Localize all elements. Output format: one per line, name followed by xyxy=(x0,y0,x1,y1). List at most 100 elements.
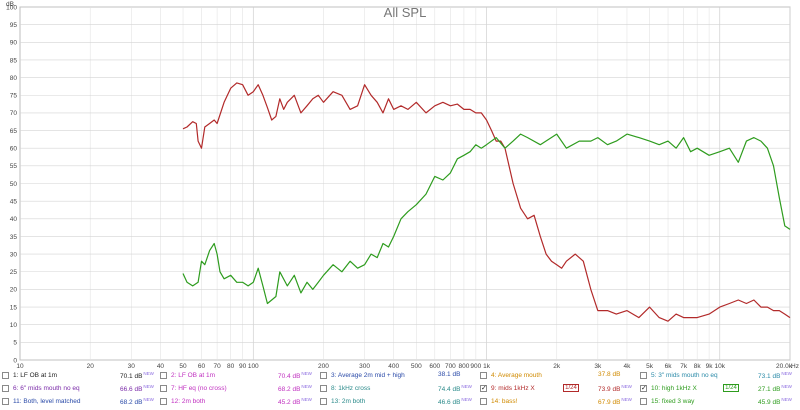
legend-checkbox[interactable] xyxy=(160,398,167,405)
legend-entry: 3: Average 2m mid + high 38.1 dB xyxy=(320,370,476,382)
legend-checkbox[interactable] xyxy=(480,372,487,379)
legend-checkbox[interactable] xyxy=(160,385,167,392)
x-tick-label: 80 xyxy=(227,363,235,370)
y-tick-label: 35 xyxy=(10,234,18,241)
legend-value: 73.9 dBNEW xyxy=(598,384,632,394)
legend-label: 4: Average mouth xyxy=(491,372,542,379)
chart-title: All SPL xyxy=(384,5,427,20)
y-tick-label: 55 xyxy=(10,163,18,170)
y-tick-label: 70 xyxy=(10,110,18,117)
x-tick-label: 5k xyxy=(646,363,654,370)
x-tick-label: 200 xyxy=(318,363,329,370)
legend-label: 12: 2m both xyxy=(171,398,206,405)
legend-label: 2: LF OB at 1m xyxy=(171,372,216,379)
x-tick-label: 20 xyxy=(87,363,95,370)
y-tick-label: 85 xyxy=(10,57,18,64)
legend-label: 10: high 1kHz X xyxy=(651,385,697,392)
x-tick-label: 800 xyxy=(458,363,469,370)
legend-label: 13: 2m both xyxy=(331,398,366,405)
legend-entry: 13: 2m both 46.6 dBNEW xyxy=(320,396,476,408)
legend-label: 11: Both, level matched xyxy=(13,398,81,405)
legend-label: 5: 3" mids mouth no eq xyxy=(651,372,718,379)
x-tick-label: 3k xyxy=(594,363,602,370)
series-line xyxy=(182,82,791,322)
legend-label: 8: 1kHz cross xyxy=(331,385,371,392)
y-tick-label: 65 xyxy=(10,128,18,135)
legend-entry: 15: fixed 3 way 45.9 dBNEW xyxy=(640,396,796,408)
legend-label: 9: mids 1kHz X xyxy=(491,385,535,392)
legend-label: 1: LF OB at 1m xyxy=(13,372,58,379)
x-tick-label: 20.0k xyxy=(776,363,793,370)
legend-checkbox[interactable]: ✓ xyxy=(640,385,647,392)
legend-entry: 2: LF OB at 1m 70.4 dBNEW xyxy=(160,370,316,382)
legend-entry: ✓ 9: mids 1kHz X 1/24 73.9 dBNEW xyxy=(480,383,636,395)
legend-label: 15: fixed 3 way xyxy=(651,398,695,405)
legend-checkbox[interactable] xyxy=(2,385,9,392)
x-tick-label: 90 xyxy=(239,363,247,370)
legend-checkbox[interactable] xyxy=(320,385,327,392)
legend-checkbox[interactable] xyxy=(640,398,647,405)
legend-checkbox[interactable] xyxy=(320,372,327,379)
x-tick-label: 70 xyxy=(214,363,222,370)
legend-label: 3: Average 2m mid + high xyxy=(331,372,405,379)
legend-checkbox[interactable] xyxy=(2,372,9,379)
legend-value: 67.9 dBNEW xyxy=(598,397,632,407)
legend-checkbox[interactable] xyxy=(160,372,167,379)
y-unit-label: dB xyxy=(6,1,14,8)
legend-value: 46.6 dBNEW xyxy=(438,397,472,407)
y-tick-label: 90 xyxy=(10,40,18,47)
legend-entry: 11: Both, level matched 68.2 dBNEW xyxy=(2,396,158,408)
legend-value: 74.4 dBNEW xyxy=(438,384,472,394)
x-tick-label: 600 xyxy=(429,363,440,370)
y-tick-label: 40 xyxy=(10,216,18,223)
x-tick-label: 8k xyxy=(694,363,702,370)
legend-checkbox[interactable] xyxy=(480,398,487,405)
legend-entry: ✓ 10: high 1kHz X 1/24 27.1 dBNEW xyxy=(640,383,796,395)
legend-checkbox[interactable] xyxy=(640,372,647,379)
x-tick-label: 2k xyxy=(553,363,561,370)
x-tick-label: 7k xyxy=(680,363,688,370)
y-tick-label: 30 xyxy=(10,251,18,258)
y-tick-label: 95 xyxy=(10,22,18,29)
y-tick-label: 0 xyxy=(13,357,17,364)
y-tick-label: 15 xyxy=(10,304,18,311)
legend-entry: 4: Average mouth 37.8 dB xyxy=(480,370,636,382)
legend-checkbox[interactable] xyxy=(2,398,9,405)
series-line xyxy=(182,133,791,305)
x-tick-label: 60 xyxy=(198,363,206,370)
legend-checkbox[interactable]: ✓ xyxy=(480,385,487,392)
legend-entry: 8: 1kHz cross 74.4 dBNEW xyxy=(320,383,476,395)
x-tick-label: 50 xyxy=(179,363,187,370)
legend-value: 70.4 dBNEW xyxy=(278,371,312,381)
legend-row: 6: 6" mids mouth no eq 66.6 dBNEW 7: HF eq… xyxy=(0,383,800,395)
legend-value: 37.8 dB xyxy=(598,371,621,378)
legend-entry: 14: bass! 67.9 dBNEW xyxy=(480,396,636,408)
legend-entry: 1: LF OB at 1m 70.1 dBNEW xyxy=(2,370,158,382)
spl-chart: 0 5 10 15 20 25 30 35 40 45 50 55 60 65 70 75 80 85 90 95 10… xyxy=(6,1,799,370)
x-tick-label: 500 xyxy=(411,363,422,370)
legend-value: 45.2 dBNEW xyxy=(278,397,312,407)
legend-value: 38.1 dB xyxy=(438,371,461,378)
legend-panel: 1: LF OB at 1m 70.1 dBNEW 2: LF OB at 1m 70… xyxy=(0,370,800,410)
y-tick-label: 10 xyxy=(10,322,18,329)
x-tick-label: 300 xyxy=(359,363,370,370)
x-tick-label: 900 xyxy=(470,363,481,370)
legend-value: 66.6 dBNEW xyxy=(120,384,154,394)
y-tick-label: 20 xyxy=(10,287,18,294)
smoothing-swatch[interactable]: 1/24 xyxy=(723,384,739,392)
x-tick-label: 10k xyxy=(715,363,726,370)
y-tick-label: 75 xyxy=(10,93,18,100)
legend-row: 1: LF OB at 1m 70.1 dBNEW 2: LF OB at 1m 70… xyxy=(0,370,800,382)
x-tick-label: 1k xyxy=(483,363,491,370)
x-tick-label: 6k xyxy=(665,363,673,370)
legend-entry: 6: 6" mids mouth no eq 66.6 dBNEW xyxy=(2,383,158,395)
legend-value: 68.2 dBNEW xyxy=(278,384,312,394)
smoothing-swatch[interactable]: 1/24 xyxy=(563,384,579,392)
legend-label: 7: HF eq (no cross) xyxy=(171,385,227,392)
legend-checkbox[interactable] xyxy=(320,398,327,405)
x-tick-label: 400 xyxy=(388,363,399,370)
x-tick-label: 100 xyxy=(248,363,259,370)
x-unit-label: Hz xyxy=(791,363,799,370)
x-tick-label: 4k xyxy=(624,363,632,370)
y-tick-label: 25 xyxy=(10,269,18,276)
